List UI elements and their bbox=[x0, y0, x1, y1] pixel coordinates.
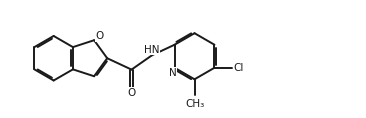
Text: O: O bbox=[96, 31, 104, 41]
Text: HN: HN bbox=[144, 45, 160, 55]
Text: Cl: Cl bbox=[233, 63, 243, 73]
Text: O: O bbox=[127, 88, 136, 98]
Text: N: N bbox=[169, 68, 176, 78]
Text: CH₃: CH₃ bbox=[185, 99, 204, 109]
